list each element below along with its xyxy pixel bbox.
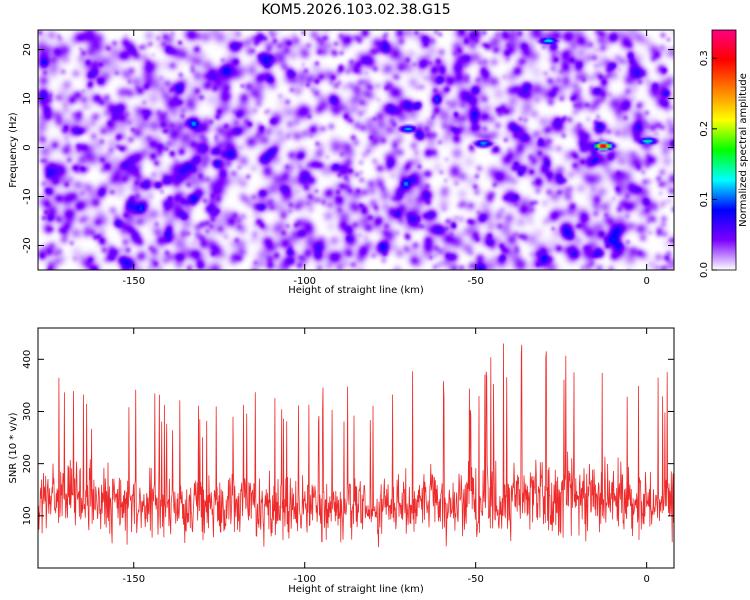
heatmap-x-ticks: -150 -100 -50 0: [122, 30, 650, 287]
colorbar-tick-label: 0.2: [699, 121, 710, 137]
snr-plot-area: [38, 343, 674, 548]
colorbar-bar: [711, 29, 737, 271]
heatmap-image: [38, 30, 674, 270]
y-tick-label: 200: [22, 454, 33, 473]
y-tick-label: 0: [22, 144, 33, 150]
heatmap-x-axis-label: Height of straight line (km): [288, 285, 424, 296]
colorbar-tick-label: 0.3: [699, 50, 710, 66]
y-tick-label: 400: [22, 350, 33, 369]
heatmap-y-axis-label: Frequency (Hz): [8, 112, 19, 188]
y-tick-label: 300: [22, 402, 33, 421]
y-tick-label: 100: [22, 506, 33, 525]
x-tick-label: -150: [122, 574, 145, 585]
colorbar: 0.0 0.1 0.2 0.3 Normalized spectral amplitu…: [699, 29, 749, 278]
y-tick-label: -10: [22, 188, 33, 204]
figure-title: KOM5.2026.103.02.38.G15: [261, 2, 450, 18]
snr-x-axis-label: Height of straight line (km): [288, 584, 424, 595]
y-tick-label: -20: [22, 237, 33, 253]
snr-frame: [37, 327, 675, 569]
colorbar-tick-label: 0.1: [699, 191, 710, 207]
x-tick-label: -50: [468, 574, 484, 585]
x-tick-label: -100: [293, 276, 316, 287]
y-tick-label: 20: [22, 43, 33, 56]
heatmap-frame: [37, 29, 675, 271]
x-tick-label: 0: [643, 276, 649, 287]
colorbar-label: Normalized spectral amplitude: [738, 73, 749, 227]
x-tick-label: -100: [293, 574, 316, 585]
snr-y-axis-label: SNR (10 * v/v): [8, 412, 19, 483]
x-tick-label: -50: [468, 276, 484, 287]
colorbar-tick-label: 0.0: [699, 262, 710, 278]
snr-y-ticks: 100 200 300 400: [22, 350, 674, 525]
heatmap-y-ticks: -20 -10 0 10 20: [22, 43, 674, 254]
snr-panel: -150 -100 -50 0 100 200 300 400 Height of stra…: [8, 327, 675, 595]
snr-series-line: [38, 343, 674, 548]
y-tick-label: 10: [22, 92, 33, 105]
colorbar-ticks: 0.0 0.1 0.2 0.3: [699, 50, 717, 278]
snr-x-ticks: -150 -100 -50 0: [122, 328, 650, 585]
x-tick-label: -150: [122, 276, 145, 287]
x-tick-label: 0: [643, 574, 649, 585]
